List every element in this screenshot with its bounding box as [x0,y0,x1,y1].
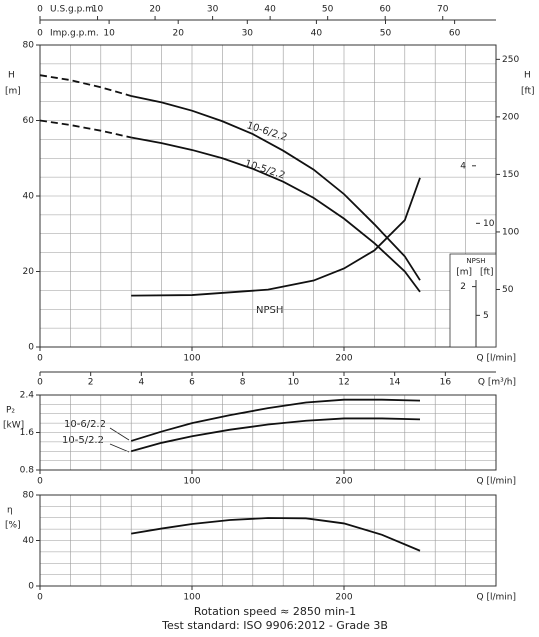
top-tick-label: 10 [92,5,104,15]
y2-unit: [ft] [521,87,535,97]
top-tick-label: 40 [264,5,276,15]
y-tick-label: 60 [23,116,35,126]
y-tick-label: 20 [23,267,35,277]
curve [130,398,421,442]
npsh-unit2: [ft] [480,268,494,278]
footer-line: Rotation speed ≈ 2850 min-1 [194,605,356,618]
top-axis-label: Q [m³/h] [478,378,516,388]
top-tick-label: 70 [437,5,449,15]
y-tick-label: 40 [23,536,35,546]
curve [131,136,421,293]
leader-line [109,427,130,441]
y-tick-label: 0.8 [20,466,35,476]
y2-tick-label: 150 [502,170,519,180]
top-tick-label: 20 [172,29,184,39]
y-unit: [m] [5,87,21,97]
top-tick-label: 0 [37,5,43,15]
y-label: H [8,71,15,81]
x-tick-label: 0 [37,477,43,487]
x-tick-label: 100 [183,477,200,487]
curve-label: 10-5/2.2 [62,435,104,446]
npsh-box [449,253,497,348]
y-tick-label: 1.6 [20,428,35,438]
x-tick-label: 0 [37,354,43,364]
curve [130,417,421,453]
x-axis-label: Q [l/min] [477,593,516,603]
curve-label: 10-5/2.2 [243,158,286,181]
y-tick-label: 0 [28,343,34,353]
x-axis-label: Q [l/min] [477,477,516,487]
npsh-tick-label: 2 [460,282,466,292]
top-tick-label: 50 [380,29,392,39]
x-tick-label: 200 [335,477,352,487]
x-axis-label: Q [l/min] [477,354,516,364]
top-tick-label: 20 [149,5,161,15]
npsh-tick-label: 10 [483,219,495,229]
top-tick-label: 16 [440,378,452,388]
npsh-tick-label: 5 [483,311,489,321]
top-tick-label: 0 [37,378,43,388]
curve [131,95,421,281]
curve [39,74,132,97]
curve-label: 10-6/2.2 [64,419,106,430]
top-tick-label: 10 [288,378,300,388]
npsh-tick-label: 4 [460,161,466,171]
top-tick-label: 60 [379,5,391,15]
y-tick-label: 80 [23,41,35,51]
top-tick-label: 12 [338,378,349,388]
y-unit: [kW] [3,421,24,431]
top-tick-label: 0 [37,29,43,39]
top-tick-label: 8 [240,378,246,388]
y2-tick-label: 200 [502,112,519,122]
y-tick-label: 2.4 [20,391,35,401]
top-tick-label: 6 [189,378,195,388]
y2-tick-label: 100 [502,227,519,237]
top-tick-label: 4 [138,378,144,388]
y-unit: [%] [5,521,21,531]
top-tick-label: 30 [242,29,254,39]
y2-tick-label: 50 [502,285,514,295]
top-tick-label: 40 [311,29,323,39]
curve-label: 10-6/2.2 [245,120,288,143]
y-label: P₂ [6,406,15,416]
y2-label: H [524,71,531,81]
curve [39,119,132,139]
footer-line: Test standard: ISO 9906:2012 - Grade 3B [161,619,388,632]
y2-tick-label: 250 [502,55,519,65]
x-tick-label: 100 [183,593,200,603]
top-tick-label: 14 [389,378,401,388]
top-tick-label: 30 [207,5,219,15]
top-tick-label: 50 [322,5,334,15]
x-tick-label: 0 [37,593,43,603]
npsh-unit: [m] [456,268,472,278]
top-tick-label: 60 [449,29,461,39]
curve [131,177,421,297]
leader-line [109,443,130,453]
y-tick-label: 40 [23,192,35,202]
curve [131,517,421,552]
npsh-title: NPSH [466,257,485,265]
y-tick-label: 80 [23,491,35,501]
y-tick-label: 0 [28,582,34,592]
curve-label: NPSH [256,305,283,316]
top-axis-label: U.S.g.p.m. [50,5,97,15]
y-label: η [7,506,13,516]
x-tick-label: 200 [335,593,352,603]
top-axis-label: Imp.g.p.m. [50,29,99,39]
top-tick-label: 2 [88,378,94,388]
top-tick-label: 10 [103,29,115,39]
x-tick-label: 200 [335,354,352,364]
x-tick-label: 100 [183,354,200,364]
